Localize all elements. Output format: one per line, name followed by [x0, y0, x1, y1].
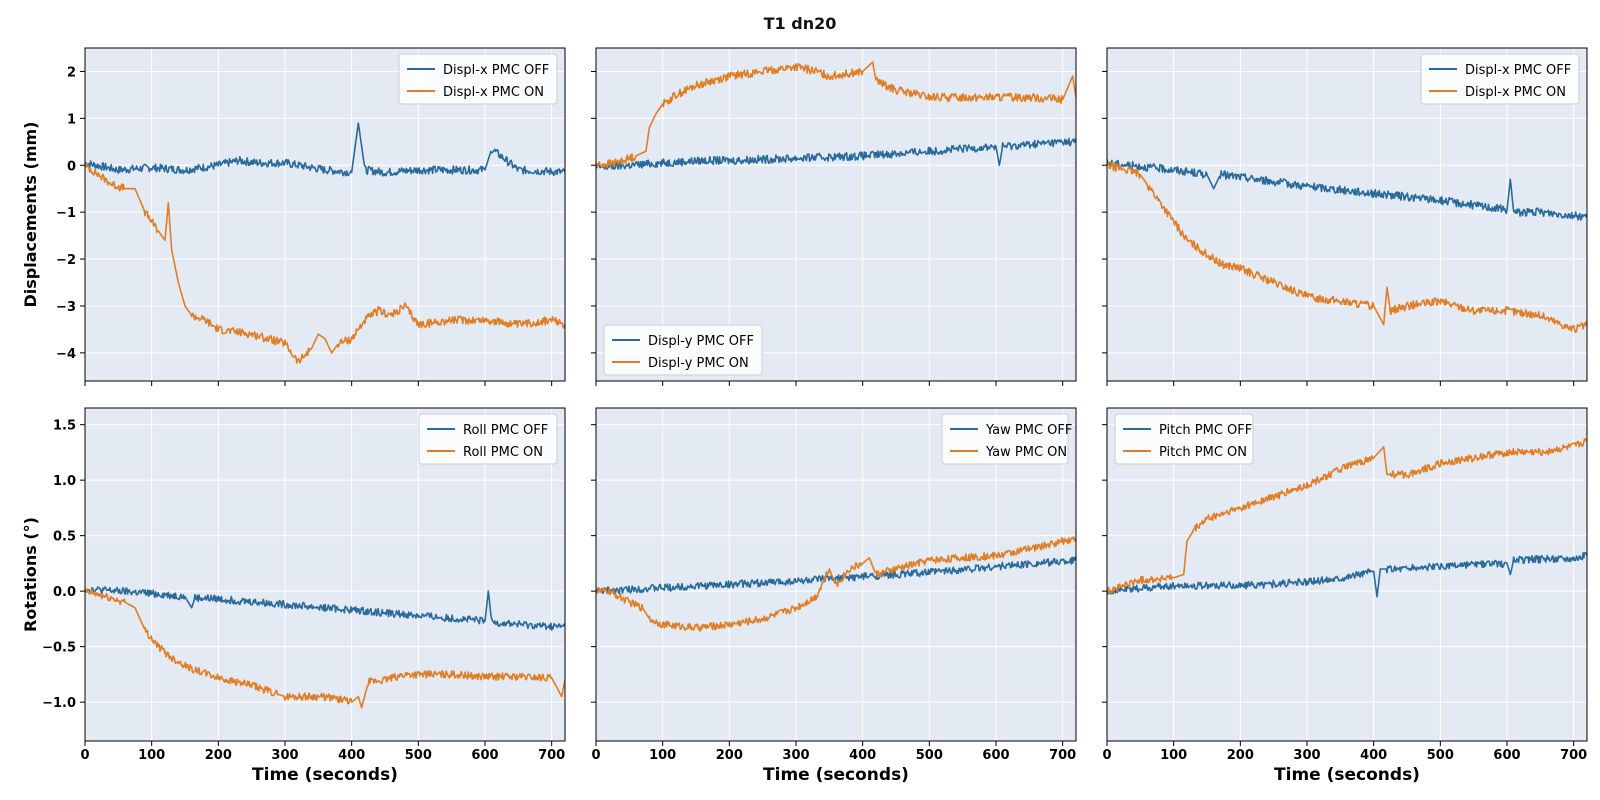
legend: Yaw PMC OFF Yaw PMC ON: [941, 413, 1072, 465]
legend-label: Displ-x PMC ON: [443, 85, 544, 100]
axes-frame: [595, 407, 1077, 742]
legend-label: Displ-x PMC ON: [1465, 85, 1566, 100]
x-tick-label: 100: [649, 748, 676, 763]
legend: Displ-y PMC OFF Displ-y PMC ON: [603, 324, 763, 376]
x-tick-label: 200: [1227, 748, 1254, 763]
axes-frame: [1106, 47, 1588, 382]
legend-label: Yaw PMC ON: [985, 445, 1067, 460]
figure-title: T1 dn20: [764, 14, 837, 33]
series-line-on: [596, 61, 1076, 169]
x-tick-label: 400: [1360, 748, 1387, 763]
legend-label: Roll PMC OFF: [463, 423, 548, 438]
x-axis-label: Time (seconds): [763, 765, 909, 785]
x-tick-label: 700: [1049, 748, 1076, 763]
axes-frame: [1106, 407, 1588, 742]
y-tick-label: −1.0: [42, 696, 76, 711]
x-tick-label: 700: [1560, 748, 1587, 763]
y-tick-label: −1: [56, 206, 76, 221]
x-tick-label: 0: [80, 748, 89, 763]
series-line-off: [85, 586, 565, 631]
x-tick-label: 600: [1493, 748, 1520, 763]
legend-box: [603, 324, 763, 376]
x-tick-label: 600: [471, 748, 498, 763]
legend-label: Roll PMC ON: [463, 445, 543, 460]
x-tick-label: 400: [849, 748, 876, 763]
y-axis-label: Rotations (°): [21, 517, 40, 632]
legend-label: Yaw PMC OFF: [985, 423, 1072, 438]
x-tick-label: 300: [782, 748, 809, 763]
y-tick-label: −0.5: [42, 641, 76, 656]
y-tick-label: −4: [56, 347, 76, 362]
legend-label: Displ-y PMC ON: [648, 356, 749, 371]
series-line-on: [596, 535, 1076, 632]
legend-label: Displ-x PMC OFF: [443, 63, 549, 78]
subplot-top-right: Displ-x PMC OFF Displ-x PMC ON: [1102, 47, 1588, 386]
axes-frame: [84, 47, 566, 382]
subplot-bottom-left: 0 100 200 300 400 500 600 700 −1.0 −0.5 0.0 0.5 1.0 1…: [21, 407, 566, 785]
x-tick-label: 300: [1293, 748, 1320, 763]
series-line-on: [85, 162, 565, 364]
x-tick-label: 700: [538, 748, 565, 763]
y-tick-label: 0.0: [53, 585, 76, 600]
series-line-on: [85, 588, 565, 709]
subplot-grid: −4 −3 −2 −1 0 1 2 Displacements (mm) Displ-x PMC…: [21, 47, 1588, 785]
subplot-top-left: −4 −3 −2 −1 0 1 2 Displacements (mm) Displ-x PMC…: [21, 47, 566, 386]
series-line-off: [1107, 551, 1587, 598]
subplot-top-middle: Displ-y PMC OFF Displ-y PMC ON: [591, 47, 1077, 386]
x-tick-label: 200: [205, 748, 232, 763]
y-axis-label: Displacements (mm): [21, 122, 40, 308]
y-tick-label: 0.5: [53, 530, 76, 545]
x-tick-label: 0: [1102, 748, 1111, 763]
legend: Roll PMC OFF Roll PMC ON: [418, 413, 558, 465]
x-tick-label: 300: [271, 748, 298, 763]
y-tick-label: 0: [67, 159, 76, 174]
x-tick-label: 400: [338, 748, 365, 763]
legend: Displ-x PMC OFF Displ-x PMC ON: [398, 53, 558, 105]
legend-label: Displ-y PMC OFF: [648, 334, 754, 349]
x-tick-label: 200: [716, 748, 743, 763]
x-axis-label: Time (seconds): [1274, 765, 1420, 785]
legend-box: [1420, 53, 1580, 105]
series-line-off: [1107, 159, 1587, 221]
y-tick-label: 1.5: [53, 419, 76, 434]
series-line-off: [596, 556, 1076, 595]
y-tick-label: 1.0: [53, 474, 76, 489]
legend-label: Displ-x PMC OFF: [1465, 63, 1571, 78]
series-line-off: [596, 137, 1076, 171]
legend: Displ-x PMC OFF Displ-x PMC ON: [1420, 53, 1580, 105]
axes-frame: [84, 407, 566, 742]
y-tick-label: 1: [67, 112, 76, 127]
y-tick-label: 2: [67, 65, 76, 80]
legend-label: Pitch PMC ON: [1159, 445, 1247, 460]
subplot-bottom-right: 0 100 200 300 400 500 600 700 Time (seconds) Pitc…: [1102, 407, 1588, 785]
y-tick-label: −2: [56, 253, 76, 268]
x-tick-label: 500: [405, 748, 432, 763]
x-tick-label: 500: [1427, 748, 1454, 763]
axes-frame: [595, 47, 1077, 382]
x-tick-label: 0: [591, 748, 600, 763]
x-tick-label: 100: [138, 748, 165, 763]
legend-label: Pitch PMC OFF: [1159, 423, 1252, 438]
series-line-on: [1107, 161, 1587, 333]
y-tick-label: −3: [56, 300, 76, 315]
series-line-on: [1107, 438, 1587, 594]
legend-box: [398, 53, 558, 105]
x-axis-label: Time (seconds): [252, 765, 398, 785]
series-line-off: [85, 122, 565, 177]
x-tick-label: 500: [916, 748, 943, 763]
legend: Pitch PMC OFF Pitch PMC ON: [1114, 413, 1254, 465]
subplot-bottom-middle: 0 100 200 300 400 500 600 700 Time (seconds) Yaw …: [591, 407, 1077, 785]
x-tick-label: 600: [982, 748, 1009, 763]
x-tick-label: 100: [1160, 748, 1187, 763]
